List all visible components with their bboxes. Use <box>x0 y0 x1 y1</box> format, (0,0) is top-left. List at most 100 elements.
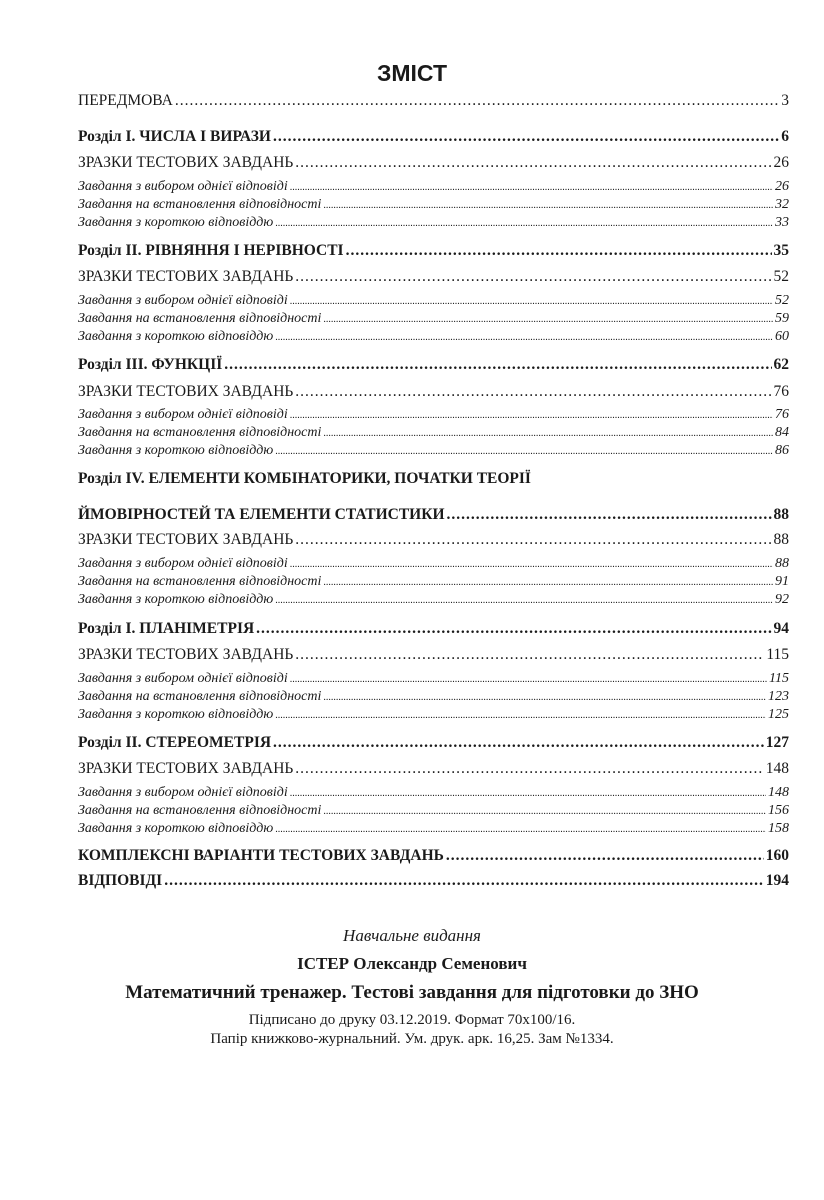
toc-entry-label: Розділ II. РІВНЯННЯ І НЕРІВНОСТІ <box>78 242 344 259</box>
toc-entry-label: Завдання з короткою відповіддю <box>78 821 274 836</box>
toc-entry-label: Розділ III. ФУНКЦІЇ <box>78 356 223 373</box>
toc-entry-page: 32 <box>775 197 789 212</box>
toc-entry-label: Завдання на встановлення відповідності <box>78 803 322 818</box>
toc-entry: Завдання на встановлення відповідності 32 <box>78 197 789 213</box>
toc-entry: Завдання на встановлення відповідності 84 <box>78 425 789 441</box>
toc-entry: ЗРАЗКИ ТЕСТОВИХ ЗАВДАНЬ 115 <box>78 646 789 664</box>
toc-entry-label: Завдання на встановлення відповідності <box>78 197 322 212</box>
print-signed-line: Підписано до друку 03.12.2019. Формат 70… <box>248 1012 576 1028</box>
toc-entry-page: 115 <box>769 671 789 686</box>
toc-entry-label: ЗРАЗКИ ТЕСТОВИХ ЗАВДАНЬ <box>78 531 294 548</box>
toc-entry-page: 91 <box>775 574 789 589</box>
toc-entry: ЙМОВІРНОСТЕЙ ТА ЕЛЕМЕНТИ СТАТИСТИКИ 88 <box>78 506 789 524</box>
toc-entry-label: Завдання з вибором однієї відповіді <box>78 179 288 194</box>
toc-entry-label: ЗРАЗКИ ТЕСТОВИХ ЗАВДАНЬ <box>78 646 294 663</box>
toc-entry-page: 6 <box>781 128 789 145</box>
toc-entry-page: 88 <box>773 506 790 523</box>
paper-line: Папір книжково-журнальний. Ум. друк. арк… <box>210 1031 614 1047</box>
toc-entry-label: ЙМОВІРНОСТЕЙ ТА ЕЛЕМЕНТИ СТАТИСТИКИ <box>78 506 445 523</box>
toc-entry-label: Розділ I. ПЛАНІМЕТРІЯ <box>78 620 255 637</box>
toc-entry: Завдання на встановлення відповідності 59 <box>78 311 789 327</box>
toc-entry-label: Завдання на встановлення відповідності <box>78 311 322 326</box>
dot-leader <box>273 128 779 146</box>
toc-entry-label: Завдання з вибором однієї відповіді <box>78 293 288 308</box>
toc-entry-page: 52 <box>773 268 790 285</box>
toc-entry: Завдання з вибором однієї відповіді 76 <box>78 407 789 423</box>
dot-leader <box>323 806 766 817</box>
toc-entry-label: Розділ IV. ЕЛЕМЕНТИ КОМБІНАТОРИКИ, ПОЧАТ… <box>78 470 531 487</box>
toc-entry: ЗРАЗКИ ТЕСТОВИХ ЗАВДАНЬ 26 <box>78 154 789 172</box>
toc-entry-page: 148 <box>765 760 789 777</box>
toc-entry-label: ЗРАЗКИ ТЕСТОВИХ ЗАВДАНЬ <box>78 383 294 400</box>
dot-leader <box>323 577 773 588</box>
toc-entry: Розділ IV. ЕЛЕМЕНТИ КОМБІНАТОРИКИ, ПОЧАТ… <box>78 470 789 488</box>
toc-entry-page: 94 <box>773 620 790 637</box>
toc-entry-label: Завдання на встановлення відповідності <box>78 425 322 440</box>
toc-entry-page: 76 <box>773 383 790 400</box>
dot-leader <box>295 154 771 172</box>
dot-leader <box>323 314 773 325</box>
dot-leader <box>290 410 773 421</box>
toc-entry-label: Завдання з короткою відповіддю <box>78 707 274 722</box>
toc-entry: Розділ I. ПЛАНІМЕТРІЯ 94 <box>78 620 789 638</box>
dot-leader <box>295 760 763 778</box>
dot-leader <box>323 692 766 703</box>
dot-leader <box>447 506 772 524</box>
toc-entry-page: 88 <box>773 531 790 548</box>
dot-leader <box>290 296 773 307</box>
author: ІСТЕР Олександр Семенович <box>297 954 527 973</box>
toc-entry-page: 33 <box>775 215 789 230</box>
toc-entry-page: 92 <box>775 592 789 607</box>
toc-entry: Розділ II. РІВНЯННЯ І НЕРІВНОСТІ 35 <box>78 242 789 260</box>
toc-entry-label: Завдання з короткою відповіддю <box>78 443 274 458</box>
toc-entry-label: КОМПЛЕКСНІ ВАРІАНТИ ТЕСТОВИХ ЗАВДАНЬ <box>78 847 444 864</box>
toc-entry: Завдання з короткою відповіддю 33 <box>78 215 789 231</box>
dot-leader <box>290 559 773 570</box>
toc-entry-label: Завдання на встановлення відповідності <box>78 574 322 589</box>
dot-leader <box>346 242 772 260</box>
toc-entry: Розділ I. ЧИСЛА І ВИРАЗИ 6 <box>78 128 789 146</box>
dot-leader <box>323 200 773 211</box>
dot-leader <box>295 531 771 549</box>
toc-entry-page: 148 <box>768 785 789 800</box>
dot-leader <box>275 595 773 606</box>
toc-entry-label: Розділ II. СТЕРЕОМЕТРІЯ <box>78 734 272 751</box>
toc-entry-page: 158 <box>768 821 789 836</box>
toc-entry-page: 35 <box>773 242 790 259</box>
toc-entry: ВІДПОВІДІ 194 <box>78 872 789 890</box>
toc-entry: КОМПЛЕКСНІ ВАРІАНТИ ТЕСТОВИХ ЗАВДАНЬ 160 <box>78 847 789 865</box>
toc-entry-label: Завдання з вибором однієї відповіді <box>78 671 288 686</box>
toc-entry: ЗРАЗКИ ТЕСТОВИХ ЗАВДАНЬ 148 <box>78 760 789 778</box>
toc-entry: ПЕРЕДМОВА 3 <box>78 92 789 110</box>
toc-entry-page: 52 <box>775 293 789 308</box>
toc-entry-page: 127 <box>765 734 789 751</box>
toc-entry: Завдання з короткою відповіддю 92 <box>78 592 789 608</box>
toc-entry-label: ЗРАЗКИ ТЕСТОВИХ ЗАВДАНЬ <box>78 760 294 777</box>
book-title: Математичний тренажер. Тестові завдання … <box>125 982 699 1003</box>
toc-entry-page: 156 <box>768 803 789 818</box>
dot-leader <box>275 218 773 229</box>
toc-entry: Завдання з вибором однієї відповіді 115 <box>78 671 789 687</box>
toc-entry-page: 86 <box>775 443 789 458</box>
dot-leader <box>446 847 764 865</box>
toc-entry-label: ПЕРЕДМОВА <box>78 92 173 109</box>
edition-type: Навчальне видання <box>343 926 481 945</box>
toc-entry-label: Завдання на встановлення відповідності <box>78 689 322 704</box>
toc-entry-page: 194 <box>765 872 789 889</box>
toc-entry-label: Завдання з короткою відповіддю <box>78 592 274 607</box>
toc-entry-page: 26 <box>775 179 789 194</box>
dot-leader <box>256 620 771 638</box>
toc-entry: Завдання з короткою відповіддю 125 <box>78 707 789 723</box>
dot-leader <box>295 383 771 401</box>
toc-entry-page: 62 <box>773 356 790 373</box>
dot-leader <box>290 674 767 685</box>
toc-entry-page: 60 <box>775 329 789 344</box>
dot-leader <box>290 788 766 799</box>
dot-leader <box>275 332 773 343</box>
toc-entry: Завдання з короткою відповіддю 60 <box>78 329 789 345</box>
dot-leader <box>175 92 779 110</box>
toc-entry-label: Завдання з короткою відповіддю <box>78 329 274 344</box>
toc-entry-page: 26 <box>773 154 790 171</box>
dot-leader <box>323 428 773 439</box>
toc-entry: Завдання з вибором однієї відповіді 88 <box>78 556 789 572</box>
